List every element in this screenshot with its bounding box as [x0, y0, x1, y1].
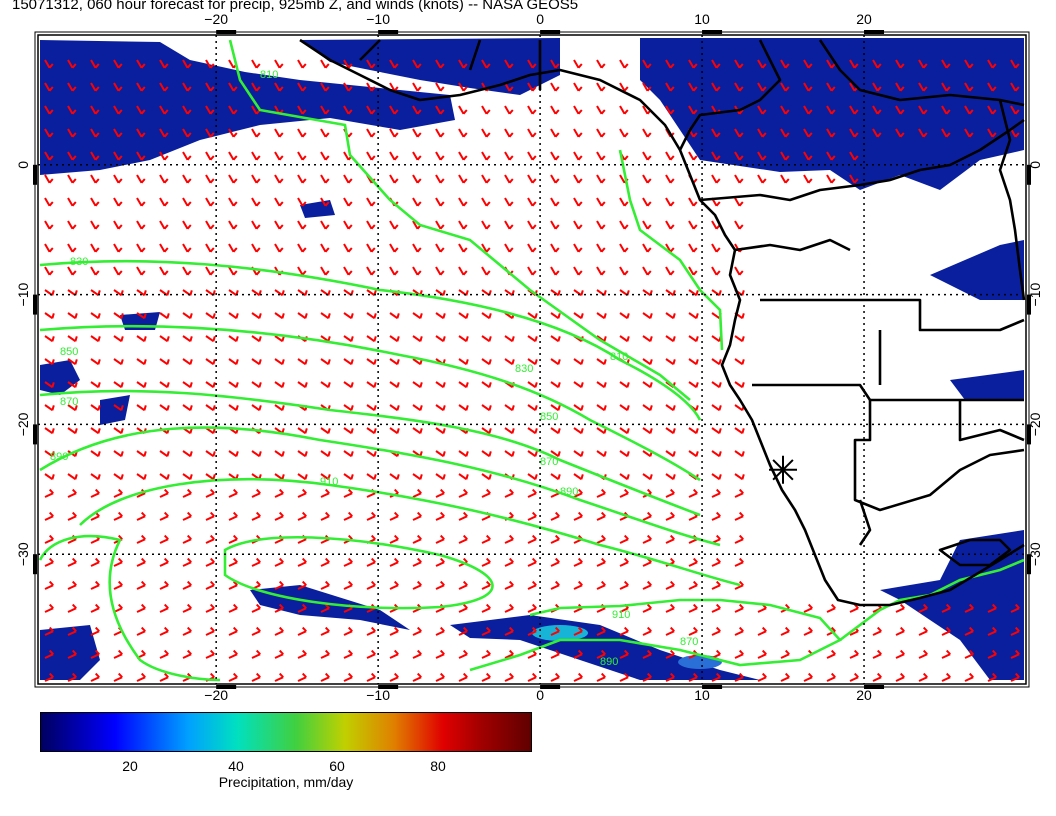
colorbar-tick: 60 — [329, 758, 345, 774]
geopotential-contour — [39, 389, 701, 517]
precip-area — [950, 370, 1024, 400]
geopotential-contour — [39, 324, 701, 482]
coastline — [699, 118, 1025, 202]
precip-area — [40, 360, 80, 395]
contour-label: 870 — [680, 636, 698, 648]
map-title: 15071312, 060 hour forecast for precip, … — [12, 0, 579, 13]
coastline — [760, 298, 1025, 332]
lon-tick-label: 10 — [694, 11, 710, 27]
contour-label: 830 — [515, 363, 533, 375]
lat-tick-label: −10 — [15, 283, 31, 307]
precip-core — [532, 625, 588, 641]
geopotential-contour — [39, 259, 702, 421]
contour-label: 890 — [560, 486, 578, 498]
colorbar-tick: 80 — [430, 758, 446, 774]
contour-label: 910 — [612, 609, 630, 621]
contour-label: 850 — [540, 411, 558, 423]
precip-area — [860, 38, 1024, 90]
contour-label: 890 — [600, 656, 618, 668]
lon-tick-label: −10 — [366, 11, 390, 27]
lon-tick-label: 0 — [536, 687, 544, 703]
coastline — [938, 538, 1012, 567]
coastline — [299, 38, 1025, 607]
contour-label: 870 — [60, 396, 78, 408]
coastline — [752, 383, 1024, 402]
coastline — [734, 238, 851, 252]
colorbar-tick: 40 — [228, 758, 244, 774]
lon-tick-label: 20 — [856, 11, 872, 27]
precip-colorbar — [40, 712, 532, 752]
wind-barbs — [44, 59, 1020, 682]
lat-tick-label: −30 — [15, 542, 31, 566]
geopotential-contour — [618, 149, 724, 351]
coastline — [678, 39, 782, 151]
contour-label: 910 — [320, 476, 338, 488]
location-marker-icon — [769, 455, 797, 484]
geopotential-contour — [39, 426, 721, 547]
precip-area — [450, 615, 760, 680]
contour-label: 890 — [50, 451, 68, 463]
colorbar-tick: 20 — [122, 758, 138, 774]
contour-label: 810 — [610, 351, 628, 363]
lon-tick-label: 0 — [536, 11, 544, 27]
map-frame — [37, 34, 1027, 685]
geopotential-contour — [228, 39, 691, 401]
precip-area — [40, 40, 455, 175]
lon-tick-label: −10 — [366, 687, 390, 703]
lon-tick-label: −20 — [204, 11, 228, 27]
precip-area — [300, 38, 560, 95]
map-outer-frame — [34, 31, 1030, 688]
lat-tick-label: 0 — [1027, 161, 1043, 169]
lon-tick-label: −20 — [204, 687, 228, 703]
contour-label: 830 — [70, 256, 88, 268]
lat-tick-label: 0 — [15, 161, 31, 169]
contour-label: 850 — [60, 346, 78, 358]
lon-tick-label: 20 — [856, 687, 872, 703]
colorbar-label: Precipitation, mm/day — [218, 774, 354, 790]
wind-barb-set — [44, 59, 1020, 682]
lon-tick-label: 10 — [694, 687, 710, 703]
coastline — [853, 400, 1025, 512]
precip-area — [40, 625, 100, 680]
geopotential-contour — [79, 478, 741, 587]
contour-label: 810 — [260, 69, 278, 81]
precip-area — [930, 240, 1024, 300]
precip-area — [100, 395, 130, 425]
coastline — [958, 400, 1025, 442]
geopotential-contour — [223, 536, 494, 610]
lat-tick-label: −20 — [15, 412, 31, 436]
coastline — [998, 99, 1026, 301]
contour-label: 870 — [540, 456, 558, 468]
geopotential-contour — [38, 534, 221, 682]
precip-area — [250, 585, 410, 630]
